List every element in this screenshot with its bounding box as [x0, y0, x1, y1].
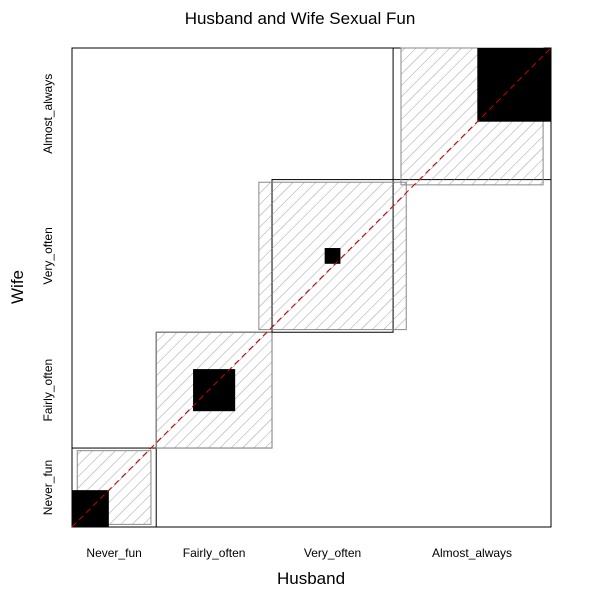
reference-diagonal-line — [71, 47, 552, 528]
y-tick-fairly_often: Fairly_often — [41, 359, 55, 422]
chart-title: Husband and Wife Sexual Fun — [185, 9, 416, 28]
x-tick-almost_always: Almost_always — [432, 546, 512, 560]
y-axis-title: Wife — [8, 270, 27, 304]
x-tick-never_fun: Never_fun — [86, 546, 141, 560]
exact-agreement-very_often — [324, 248, 341, 264]
x-axis-title: Husband — [277, 569, 345, 588]
chart-marks — [71, 47, 552, 528]
exact-agreement-fairly_often — [193, 369, 236, 412]
y-tick-labels: Never_fun Fairly_often Very_often Almost_al… — [41, 74, 55, 515]
marginal-rect-never_fun — [71, 447, 157, 528]
x-tick-fairly_often: Fairly_often — [183, 546, 246, 560]
y-tick-almost_always: Almost_always — [41, 74, 55, 154]
x-tick-very_often: Very_often — [304, 546, 361, 560]
y-tick-never_fun: Never_fun — [41, 460, 55, 515]
x-tick-labels: Never_fun Fairly_often Very_often Almost_al… — [86, 546, 512, 560]
y-tick-very_often: Very_often — [41, 227, 55, 284]
